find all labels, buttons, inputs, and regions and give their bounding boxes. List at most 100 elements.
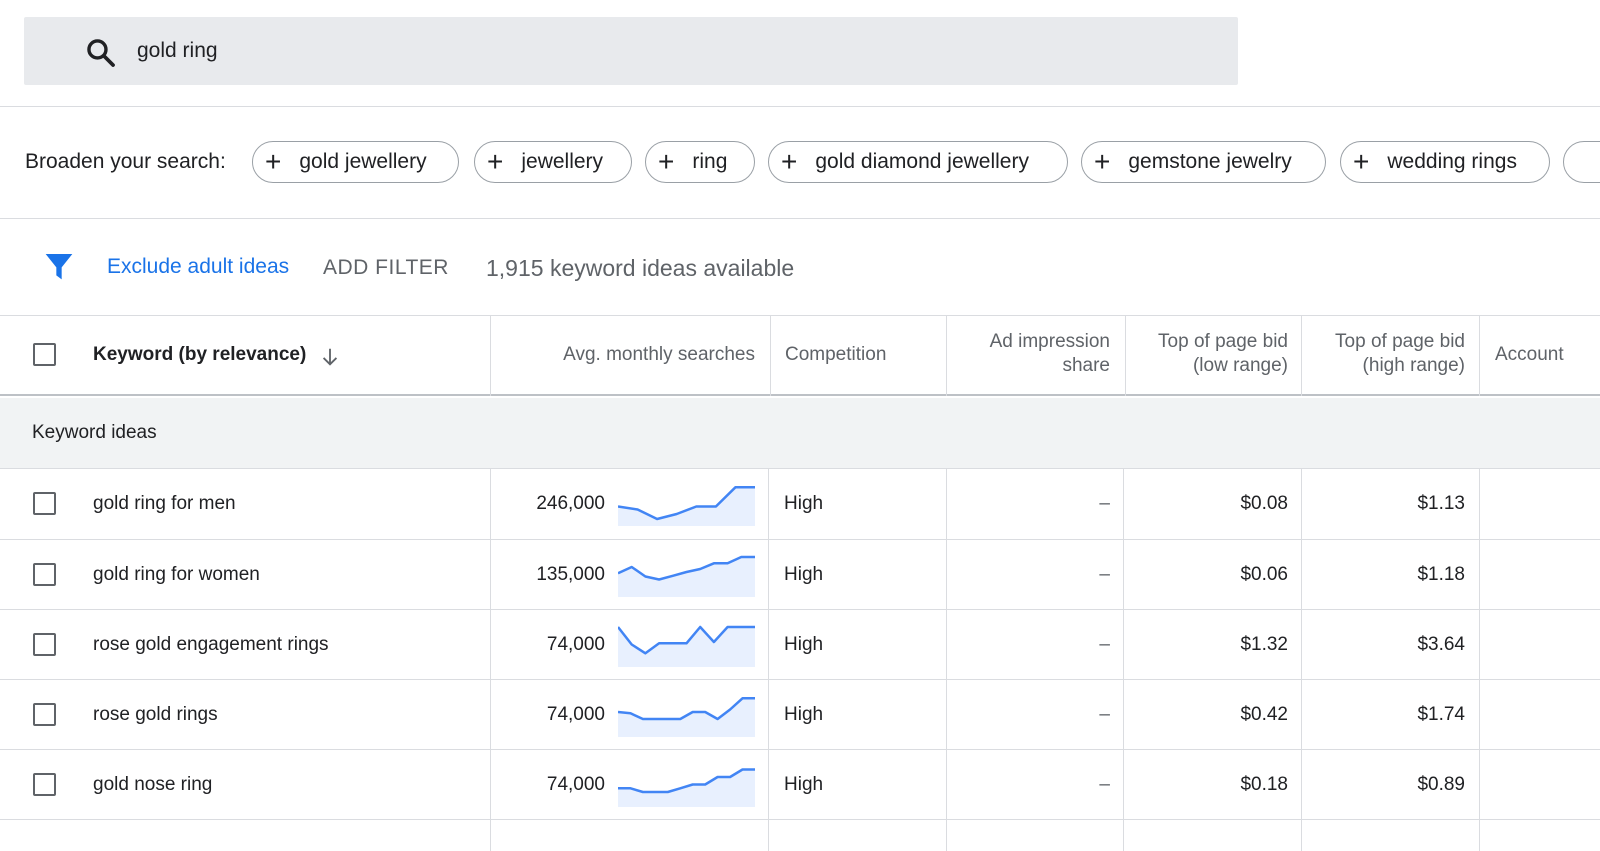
competition-cell: High bbox=[784, 774, 824, 795]
sparkline-area bbox=[618, 627, 755, 667]
chip-label: gold diamond jewellery bbox=[815, 150, 1029, 173]
column-divider bbox=[946, 316, 947, 396]
divider bbox=[0, 468, 1600, 469]
competition-cell: High bbox=[784, 634, 824, 655]
plus-icon: + bbox=[487, 146, 504, 177]
chip-label: gold jewellery bbox=[299, 150, 427, 173]
select-all-checkbox[interactable] bbox=[33, 343, 56, 366]
broaden-chip-gemstone-jewelry[interactable]: + gemstone jewelry bbox=[1081, 141, 1326, 183]
sparkline-line bbox=[618, 625, 755, 655]
row-checkbox[interactable] bbox=[33, 492, 56, 515]
plus-icon: + bbox=[1094, 146, 1111, 177]
row-divider bbox=[0, 749, 1600, 750]
chip-label: jewellery bbox=[521, 150, 604, 173]
keyword-cell: rose gold engagement rings bbox=[93, 634, 329, 655]
chip-label: wedding rings bbox=[1387, 150, 1517, 173]
table-row[interactable]: gold nose ring 74,000 High – $0.18 $0.89 bbox=[0, 750, 1600, 820]
high-bid-cell: $1.74 bbox=[1417, 704, 1465, 725]
high-bid-cell: $3.64 bbox=[1417, 634, 1465, 655]
chip-label: gemstone jewelry bbox=[1128, 150, 1292, 173]
plus-icon: + bbox=[781, 146, 798, 177]
header-line: (low range) bbox=[1192, 355, 1288, 376]
trend-sparkline bbox=[618, 768, 755, 807]
searches-cell: 135,000 bbox=[536, 564, 605, 585]
competition-cell: High bbox=[784, 704, 824, 725]
broaden-chip-gold-diamond-jewellery[interactable]: + gold diamond jewellery bbox=[768, 141, 1068, 183]
search-icon bbox=[87, 39, 115, 67]
broaden-chip-jewellery[interactable]: + jewellery bbox=[474, 141, 632, 183]
high-bid-cell: $1.18 bbox=[1417, 564, 1465, 585]
search-input[interactable] bbox=[137, 35, 737, 67]
trend-sparkline bbox=[618, 697, 755, 737]
top-of-page-bid-low-header[interactable]: Top of page bid (low range) bbox=[1158, 330, 1288, 378]
sparkline-area bbox=[618, 698, 755, 737]
table-row[interactable]: gold ring for women 135,000 High – $0.06… bbox=[0, 540, 1600, 610]
broaden-chip-ring[interactable]: + ring bbox=[645, 141, 755, 183]
row-checkbox[interactable] bbox=[33, 563, 56, 586]
searches-cell: 74,000 bbox=[546, 774, 605, 795]
keyword-cell: gold ring for men bbox=[93, 493, 236, 514]
ad-impression-share-header[interactable]: Ad impression share bbox=[990, 330, 1110, 378]
plus-icon: + bbox=[658, 146, 675, 177]
impression-share-cell: – bbox=[1099, 493, 1110, 514]
top-of-page-bid-high-header[interactable]: Top of page bid (high range) bbox=[1335, 330, 1465, 378]
searches-cell: 74,000 bbox=[546, 634, 605, 655]
low-bid-cell: $0.42 bbox=[1240, 704, 1288, 725]
keyword-cell: gold ring for women bbox=[93, 564, 260, 585]
plus-icon: + bbox=[265, 146, 282, 177]
broaden-chip-overflow[interactable] bbox=[1563, 141, 1600, 183]
column-divider bbox=[1125, 316, 1126, 396]
column-divider bbox=[946, 469, 947, 851]
header-line: Top of page bid bbox=[1158, 331, 1288, 352]
header-divider bbox=[0, 394, 1600, 396]
table-row[interactable]: gold ring for men 246,000 High – $0.08 $… bbox=[0, 469, 1600, 539]
broaden-chip-gold-jewellery[interactable]: + gold jewellery bbox=[252, 141, 459, 183]
impression-share-cell: – bbox=[1099, 634, 1110, 655]
account-status-header[interactable]: Account bbox=[1495, 344, 1564, 365]
row-checkbox[interactable] bbox=[33, 773, 56, 796]
table-row[interactable]: rose gold rings 74,000 High – $0.42 $1.7… bbox=[0, 680, 1600, 750]
header-line: Ad impression bbox=[989, 331, 1110, 352]
broaden-chip-wedding-rings[interactable]: + wedding rings bbox=[1340, 141, 1550, 183]
high-bid-cell: $0.89 bbox=[1417, 774, 1465, 795]
row-divider bbox=[0, 819, 1600, 820]
column-divider bbox=[1479, 469, 1480, 851]
low-bid-cell: $1.32 bbox=[1240, 634, 1288, 655]
avg-monthly-searches-header[interactable]: Avg. monthly searches bbox=[563, 344, 755, 365]
exclude-adult-ideas-filter[interactable]: Exclude adult ideas bbox=[107, 255, 290, 278]
header-line: Top of page bid bbox=[1335, 331, 1465, 352]
keyword-cell: gold nose ring bbox=[93, 774, 213, 795]
column-divider bbox=[490, 469, 491, 851]
column-divider bbox=[1479, 316, 1480, 396]
broaden-search-label: Broaden your search: bbox=[25, 150, 226, 173]
row-divider bbox=[0, 679, 1600, 680]
column-divider bbox=[1301, 469, 1302, 851]
sparkline-area bbox=[618, 557, 755, 597]
divider bbox=[0, 315, 1600, 316]
competition-header[interactable]: Competition bbox=[785, 344, 887, 365]
searches-cell: 246,000 bbox=[536, 493, 605, 514]
sparkline-area bbox=[618, 487, 755, 526]
impression-share-cell: – bbox=[1099, 774, 1110, 795]
high-bid-cell: $1.13 bbox=[1417, 493, 1465, 514]
sparkline-line bbox=[618, 697, 755, 721]
keyword-column-header[interactable]: Keyword (by relevance) bbox=[93, 344, 307, 365]
divider bbox=[0, 106, 1600, 107]
column-divider bbox=[768, 469, 769, 851]
keyword-search-bar[interactable] bbox=[24, 17, 1238, 85]
sparkline-line bbox=[618, 486, 755, 521]
plus-icon: + bbox=[1353, 146, 1370, 177]
chip-label: ring bbox=[692, 150, 728, 173]
table-row[interactable]: rose gold engagement rings 74,000 High –… bbox=[0, 610, 1600, 680]
trend-sparkline bbox=[618, 625, 755, 667]
row-checkbox[interactable] bbox=[33, 633, 56, 656]
sort-descending-icon[interactable] bbox=[319, 346, 341, 368]
add-filter-button[interactable]: ADD FILTER bbox=[323, 256, 449, 279]
header-line: share bbox=[1062, 355, 1110, 376]
filter-icon[interactable] bbox=[43, 250, 75, 282]
column-divider bbox=[1123, 469, 1124, 851]
competition-cell: High bbox=[784, 564, 824, 585]
competition-cell: High bbox=[784, 493, 824, 514]
sparkline-line bbox=[618, 555, 755, 581]
row-checkbox[interactable] bbox=[33, 703, 56, 726]
